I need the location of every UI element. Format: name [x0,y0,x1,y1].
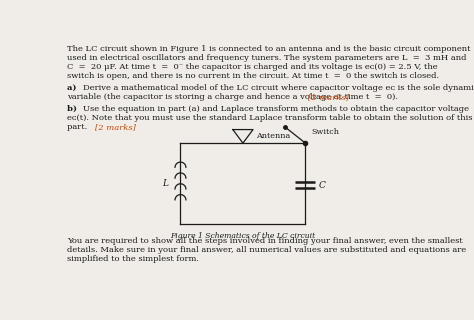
Text: used in electrical oscillators and frequency tuners. The system parameters are L: used in electrical oscillators and frequ… [67,54,467,62]
Text: details. Make sure in your final answer, all numerical values are substituted an: details. Make sure in your final answer,… [67,246,466,254]
Text: C: C [318,180,325,189]
Text: Figure 1 Schematics of the LC circuit: Figure 1 Schematics of the LC circuit [170,232,316,240]
Text: Antenna: Antenna [256,132,290,140]
Text: Use the equation in part (a) and Laplace transform methods to obtain the capacit: Use the equation in part (a) and Laplace… [83,105,469,113]
Text: [2 marks]: [2 marks] [95,123,136,131]
Text: C  =  20 μF. At time t  =  0⁻ the capacitor is charged and its voltage is eᴄ(0) : C = 20 μF. At time t = 0⁻ the capacitor … [67,63,438,71]
Text: You are required to show all the steps involved in finding your final answer, ev: You are required to show all the steps i… [67,237,463,245]
Text: part.: part. [67,123,93,131]
Text: [2 marks]: [2 marks] [308,93,349,101]
Text: Derive a mathematical model of the LC circuit where capacitor voltage eᴄ is the : Derive a mathematical model of the LC ci… [83,84,474,92]
Text: L: L [162,179,168,188]
Text: switch is open, and there is no current in the circuit. At time t  =  0 the swit: switch is open, and there is no current … [67,72,439,80]
Text: variable (the capacitor is storing a charge and hence a voltage at time t  =  0): variable (the capacitor is storing a cha… [67,93,403,101]
Text: a): a) [67,84,80,92]
Text: Switch: Switch [311,128,339,136]
Text: simplified to the simplest form.: simplified to the simplest form. [67,255,200,263]
Text: eᴄ(t). Note that you must use the standard Laplace transform table to obtain the: eᴄ(t). Note that you must use the standa… [67,114,473,122]
Text: b): b) [67,105,80,113]
Text: The LC circuit shown in Figure 1 is connected to an antenna and is the basic cir: The LC circuit shown in Figure 1 is conn… [67,44,471,52]
